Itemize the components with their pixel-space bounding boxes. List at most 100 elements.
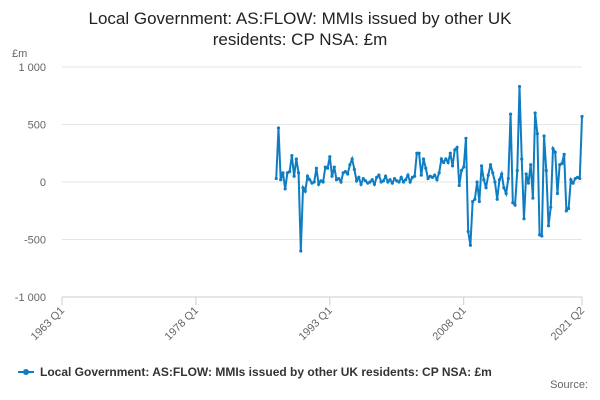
point xyxy=(343,170,348,174)
point xyxy=(479,164,484,168)
point xyxy=(314,166,319,170)
point xyxy=(529,163,533,167)
point xyxy=(419,173,423,177)
point xyxy=(526,181,531,185)
point xyxy=(540,234,544,238)
point xyxy=(363,179,368,183)
point xyxy=(424,166,428,170)
point xyxy=(520,157,524,161)
x-tick-label: 1963 Q1 xyxy=(29,305,67,343)
point xyxy=(339,180,343,184)
point xyxy=(350,157,354,161)
point xyxy=(368,180,372,184)
point xyxy=(357,175,361,179)
point xyxy=(399,175,403,179)
point xyxy=(468,243,473,247)
point xyxy=(296,171,301,175)
point xyxy=(459,168,464,173)
point xyxy=(450,164,455,168)
point xyxy=(524,172,528,176)
point xyxy=(439,157,443,161)
point xyxy=(408,180,412,184)
point xyxy=(303,189,307,193)
point xyxy=(560,162,564,166)
point xyxy=(515,168,519,173)
point xyxy=(578,176,582,181)
point xyxy=(502,186,506,190)
point xyxy=(462,165,466,169)
point xyxy=(546,224,551,228)
point xyxy=(542,134,546,138)
point xyxy=(571,181,575,185)
point xyxy=(562,152,566,156)
point xyxy=(549,205,553,209)
point xyxy=(361,176,365,181)
point xyxy=(453,148,457,152)
point xyxy=(486,173,490,177)
point xyxy=(457,183,461,188)
x-tick-label: 2021 Q2 xyxy=(549,305,587,343)
legend-label: Local Government: AS:FLOW: MMIs issued b… xyxy=(40,365,492,379)
point xyxy=(491,171,495,175)
point xyxy=(580,114,584,119)
point xyxy=(415,151,419,155)
point xyxy=(370,178,374,182)
chart-title: Local Government: AS:FLOW: MMIs issued b… xyxy=(89,9,513,28)
point xyxy=(482,178,486,182)
legend-symbol xyxy=(23,369,29,375)
point xyxy=(388,178,392,182)
point xyxy=(511,201,515,205)
point xyxy=(390,181,394,185)
point xyxy=(294,157,298,161)
line xyxy=(275,86,583,252)
y-tick-label: 0 xyxy=(40,177,46,189)
point xyxy=(404,178,408,182)
point xyxy=(569,178,573,182)
point xyxy=(506,176,510,181)
point xyxy=(473,197,477,201)
point xyxy=(495,197,499,201)
point xyxy=(372,182,377,186)
point xyxy=(517,84,522,89)
point xyxy=(299,249,303,253)
point xyxy=(435,178,439,182)
point xyxy=(283,187,287,191)
point xyxy=(321,180,325,184)
y-axis-label: £m xyxy=(12,48,27,60)
point xyxy=(305,174,310,178)
chart-title: residents: CP NSA: £m xyxy=(213,30,387,49)
point xyxy=(406,173,410,177)
y-tick-label: -1 000 xyxy=(15,292,46,304)
y-tick-label: -500 xyxy=(24,235,46,247)
point xyxy=(386,180,390,184)
point xyxy=(504,191,508,196)
y-tick-label: 500 xyxy=(28,120,46,132)
point xyxy=(551,147,555,151)
point xyxy=(475,180,479,184)
point xyxy=(484,186,488,190)
point xyxy=(377,173,381,177)
point xyxy=(421,157,426,161)
point xyxy=(493,180,497,184)
source: Source: xyxy=(550,379,588,391)
point xyxy=(426,176,430,181)
point xyxy=(308,178,312,182)
point xyxy=(471,199,475,204)
point xyxy=(288,170,292,174)
point xyxy=(531,196,535,200)
point xyxy=(446,160,450,165)
point xyxy=(553,150,557,154)
point xyxy=(276,126,281,130)
point xyxy=(564,209,568,213)
point xyxy=(330,174,334,178)
point xyxy=(442,160,446,165)
point xyxy=(500,172,504,176)
point xyxy=(337,176,341,181)
point xyxy=(555,191,560,196)
point xyxy=(455,145,459,150)
point xyxy=(466,229,470,234)
x-tick-label: 1978 Q1 xyxy=(163,305,201,343)
point xyxy=(513,203,517,207)
point xyxy=(354,179,359,183)
